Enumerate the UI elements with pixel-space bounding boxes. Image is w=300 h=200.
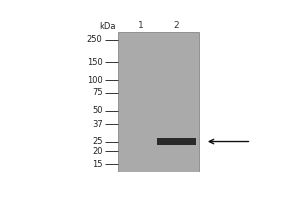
Bar bbox=[118, 32, 199, 172]
Text: 100: 100 bbox=[87, 76, 103, 85]
Bar bbox=[38, 24, 118, 178]
Text: 250: 250 bbox=[87, 35, 103, 44]
Bar bbox=[199, 24, 270, 178]
Text: 37: 37 bbox=[92, 120, 103, 129]
Text: 150: 150 bbox=[87, 58, 103, 67]
Text: kDa: kDa bbox=[99, 22, 116, 31]
Text: 2: 2 bbox=[173, 21, 179, 30]
Bar bbox=[38, 172, 270, 178]
Text: 15: 15 bbox=[92, 160, 103, 169]
Text: 1: 1 bbox=[138, 21, 143, 30]
Text: 75: 75 bbox=[92, 88, 103, 97]
Text: 50: 50 bbox=[92, 106, 103, 115]
Text: 20: 20 bbox=[92, 147, 103, 156]
Bar bbox=[38, 24, 270, 32]
Bar bbox=[157, 138, 196, 145]
Text: 25: 25 bbox=[92, 137, 103, 146]
